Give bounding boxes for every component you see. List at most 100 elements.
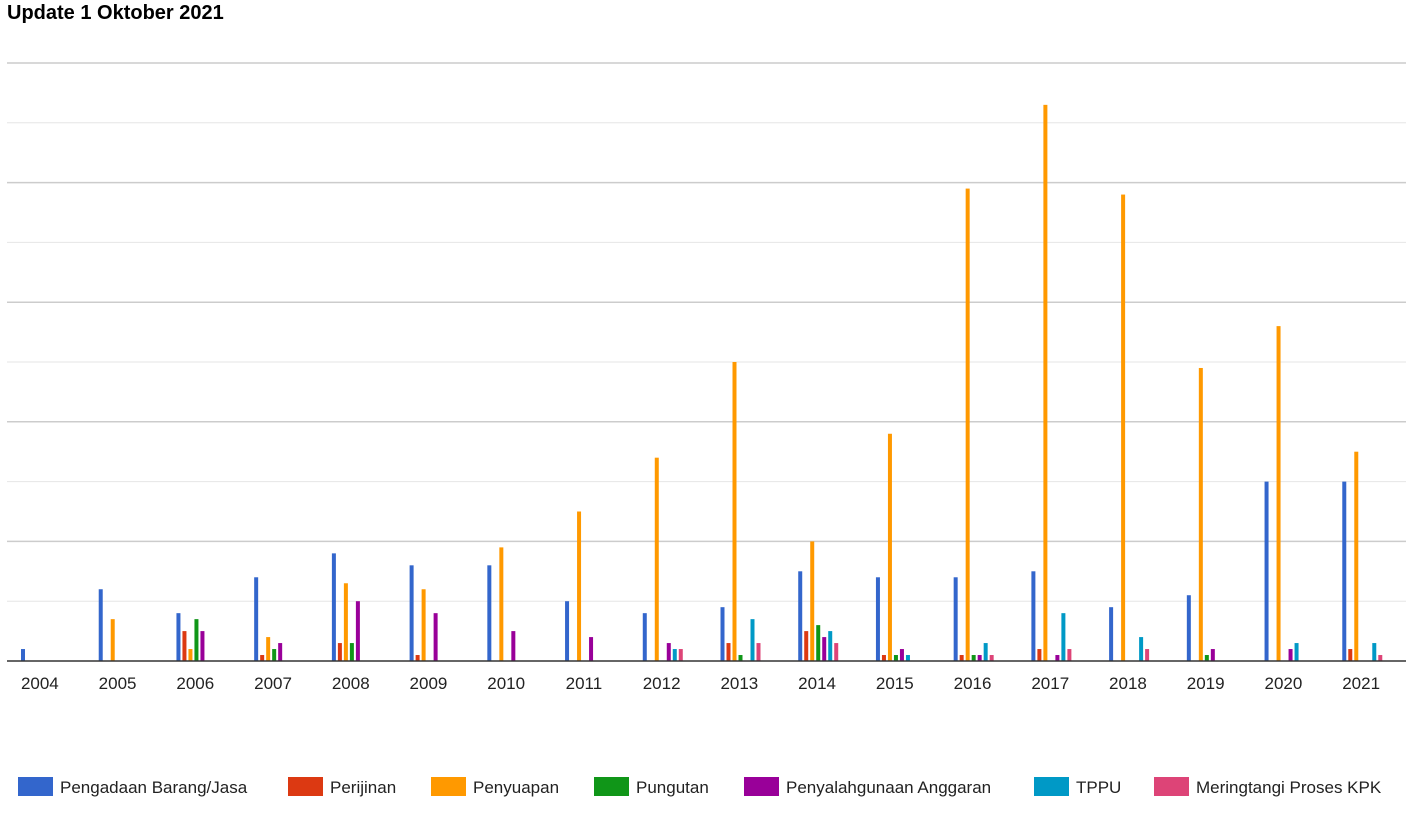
- bar: [726, 643, 731, 661]
- bar: [272, 649, 277, 661]
- bar: [881, 655, 886, 661]
- x-tick-label: 2011: [566, 674, 603, 693]
- bar: [349, 643, 354, 661]
- gridlines: [7, 62, 1406, 602]
- bar: [720, 607, 725, 661]
- legend-label: Meringtangi Proses KPK: [1196, 778, 1382, 797]
- bar: [989, 655, 994, 661]
- bar: [798, 571, 803, 661]
- x-tick-label: 2007: [254, 674, 292, 693]
- bar: [254, 577, 259, 661]
- bar: [959, 655, 964, 661]
- legend-swatch: [1154, 777, 1189, 796]
- bar: [433, 613, 438, 661]
- bar: [822, 637, 827, 661]
- legend-swatch: [18, 777, 53, 796]
- bar: [511, 631, 516, 661]
- legend-label: Penyuapan: [473, 778, 559, 797]
- bar: [1145, 649, 1150, 661]
- bar: [1342, 481, 1347, 661]
- bar: [1031, 571, 1036, 661]
- bar: [732, 362, 737, 661]
- bars: [21, 104, 1383, 662]
- bar: [738, 655, 743, 661]
- legend-swatch: [288, 777, 323, 796]
- x-tick-label: 2005: [99, 674, 137, 693]
- x-tick-label: 2021: [1342, 674, 1380, 693]
- bar: [983, 643, 988, 661]
- legend-label: Penyalahgunaan Anggaran: [786, 778, 991, 797]
- legend-swatch: [744, 777, 779, 796]
- bar: [589, 637, 594, 661]
- bar: [899, 649, 904, 661]
- bar: [1210, 649, 1215, 661]
- bar: [1061, 613, 1066, 661]
- bar: [499, 547, 504, 661]
- legend-swatch: [431, 777, 466, 796]
- x-tick-label: 2019: [1187, 674, 1225, 693]
- bar: [1198, 367, 1203, 661]
- bar: [1043, 104, 1048, 662]
- bar: [577, 511, 582, 661]
- legend-label: Perijinan: [330, 778, 396, 797]
- bar: [487, 565, 492, 661]
- bar: [194, 619, 199, 661]
- x-tick-label: 2012: [643, 674, 681, 693]
- bar: [1037, 649, 1042, 661]
- x-tick-label: 2015: [876, 674, 914, 693]
- bar: [415, 655, 420, 661]
- bar: [1372, 643, 1377, 661]
- bar: [278, 643, 283, 661]
- chart-title: Update 1 Oktober 2021: [7, 2, 224, 24]
- bar: [1204, 655, 1209, 661]
- bar: [421, 589, 426, 661]
- legend-label: Pengadaan Barang/Jasa: [60, 778, 248, 797]
- bar: [260, 655, 265, 661]
- x-tick-label: 2020: [1265, 674, 1303, 693]
- x-tick-label: 2013: [720, 674, 758, 693]
- x-axis: 2004 2005 2006 2007 2008 2009 2010 2011 2012 2013…: [7, 660, 1406, 693]
- bar: [1186, 595, 1191, 661]
- bar: [750, 619, 755, 661]
- bar: [1276, 326, 1281, 661]
- bar: [266, 637, 271, 661]
- bar: [965, 188, 970, 661]
- bar: [343, 583, 348, 661]
- bar: [200, 631, 205, 661]
- bar: [666, 643, 671, 661]
- bar: [331, 553, 336, 661]
- bar: [565, 601, 570, 661]
- bar: [905, 655, 910, 661]
- bar: [654, 457, 659, 661]
- bar: [176, 613, 181, 661]
- x-tick-label: 2018: [1109, 674, 1147, 693]
- bar: [834, 643, 839, 661]
- bar: [110, 619, 115, 661]
- legend: Pengadaan Barang/Jasa Perijinan Penyuapan P…: [18, 777, 1382, 797]
- bar: [875, 577, 880, 661]
- bar: [1378, 655, 1383, 661]
- bar: [1109, 607, 1114, 661]
- bar: [337, 643, 342, 661]
- bar: [188, 649, 193, 661]
- x-tick-label: 2008: [332, 674, 370, 693]
- bar: [810, 541, 815, 661]
- bar: [21, 649, 25, 661]
- bar: [1264, 481, 1269, 661]
- bar: [1354, 451, 1359, 661]
- bar: [756, 643, 761, 661]
- bar: [804, 631, 809, 661]
- bar: [672, 649, 677, 661]
- x-tick-label: 2010: [487, 674, 525, 693]
- x-tick-label: 2004: [21, 674, 59, 693]
- x-tick-label: 2014: [798, 674, 836, 693]
- bar: [1294, 643, 1299, 661]
- x-tick-label: 2006: [176, 674, 214, 693]
- bar: [1288, 649, 1293, 661]
- bar: [409, 565, 414, 661]
- bar: [642, 613, 647, 661]
- bar: [98, 589, 103, 661]
- legend-label: TPPU: [1076, 778, 1121, 797]
- bar: [1055, 655, 1060, 661]
